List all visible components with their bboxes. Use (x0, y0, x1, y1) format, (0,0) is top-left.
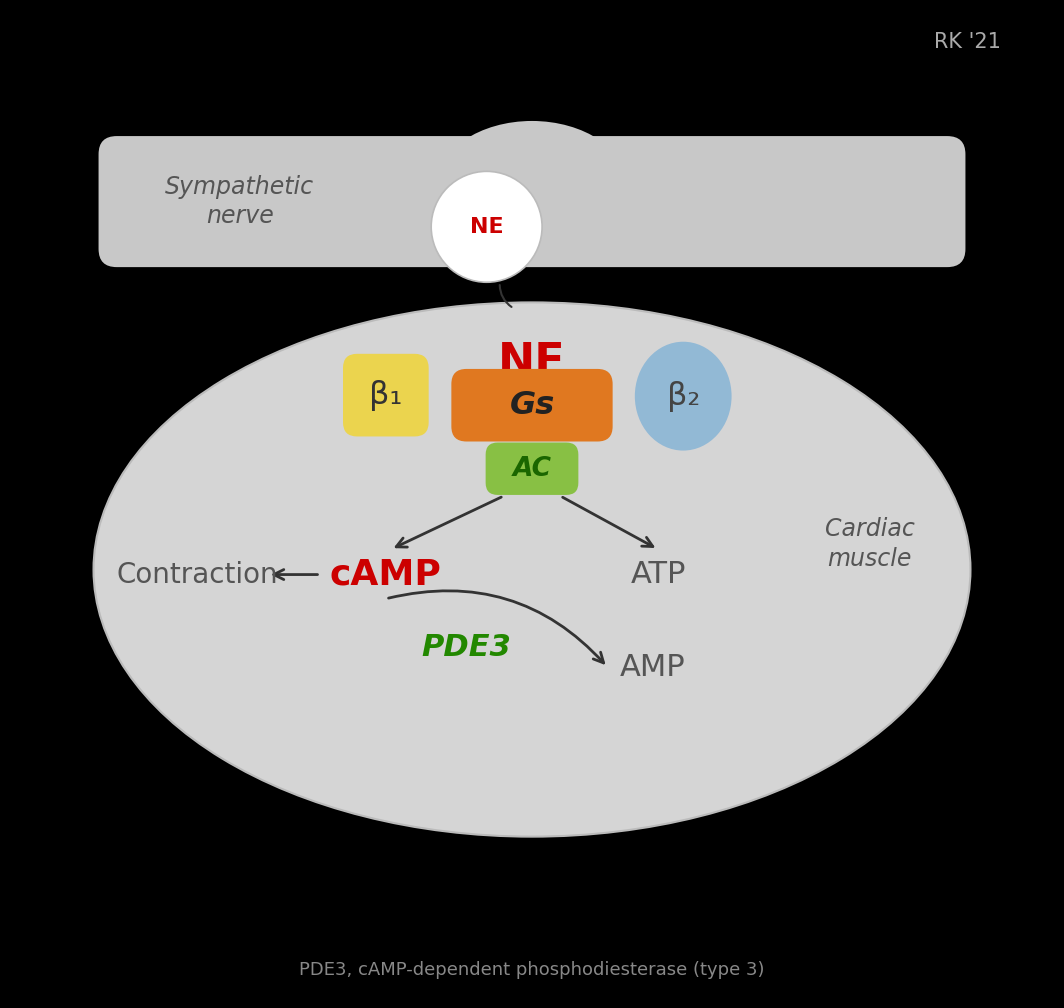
FancyBboxPatch shape (99, 136, 965, 267)
Text: AC: AC (513, 456, 551, 482)
Text: Gs: Gs (510, 390, 554, 420)
Circle shape (431, 171, 542, 282)
Text: NE: NE (470, 217, 503, 237)
Text: RK '21: RK '21 (934, 32, 1001, 52)
Text: PDE3: PDE3 (421, 633, 512, 661)
Text: cAMP: cAMP (330, 557, 442, 592)
FancyBboxPatch shape (485, 443, 579, 495)
Text: ATP: ATP (630, 560, 685, 589)
Text: β₂: β₂ (666, 381, 700, 411)
Ellipse shape (436, 121, 628, 252)
Text: PDE3, cAMP-dependent phosphodiesterase (type 3): PDE3, cAMP-dependent phosphodiesterase (… (299, 961, 765, 979)
Ellipse shape (94, 302, 970, 837)
Text: Cardiac
muscle: Cardiac muscle (825, 517, 915, 572)
Text: AMP: AMP (620, 653, 686, 681)
Text: NE: NE (498, 342, 566, 384)
FancyBboxPatch shape (451, 369, 613, 442)
Text: Sympathetic
nerve: Sympathetic nerve (165, 174, 314, 229)
FancyBboxPatch shape (343, 354, 429, 436)
Ellipse shape (635, 342, 732, 451)
Text: Contraction: Contraction (117, 560, 278, 589)
Text: β₁: β₁ (369, 380, 402, 410)
